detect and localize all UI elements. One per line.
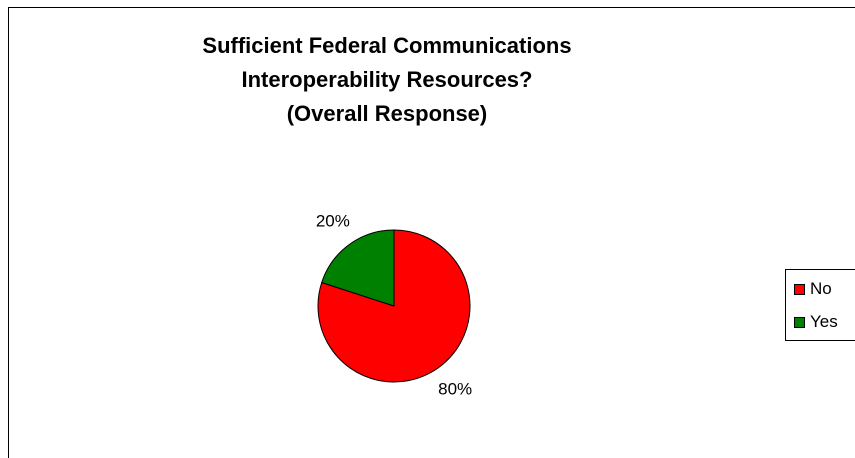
chart-frame xyxy=(8,7,855,458)
legend-label-yes: Yes xyxy=(810,312,838,331)
chart-title-line-2: Interoperability Resources? xyxy=(241,67,533,92)
data-label-no: 80% xyxy=(438,380,472,399)
data-label-yes: 20% xyxy=(316,211,350,230)
legend-label-no: No xyxy=(810,279,832,298)
chart-title-line-1: Sufficient Federal Communications xyxy=(202,33,572,58)
legend-item-no: No xyxy=(794,278,832,300)
chart-title-line-3: (Overall Response) xyxy=(286,101,488,126)
chart-legend: No Yes xyxy=(785,269,855,341)
chart-title: Sufficient Federal Communications Intero… xyxy=(147,29,627,131)
pie-slice-yes xyxy=(321,229,395,307)
legend-item-yes: Yes xyxy=(794,311,838,333)
legend-swatch-yes xyxy=(794,316,805,328)
legend-swatch-no xyxy=(794,283,805,295)
